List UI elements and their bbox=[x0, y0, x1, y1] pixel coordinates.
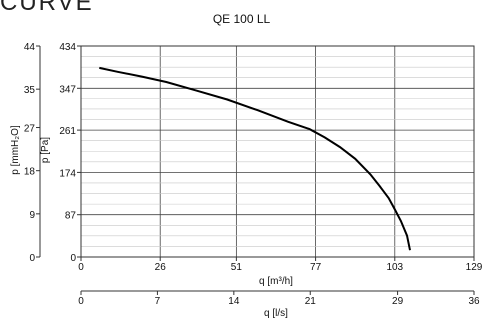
y-tick-label-pa-1: 87 bbox=[65, 211, 77, 222]
y-tick-label-mmh2o-5: 44 bbox=[24, 42, 36, 53]
x-tick-label-ls-5: 36 bbox=[468, 296, 480, 307]
chart-title: QE 100 LL bbox=[212, 12, 271, 26]
x-tick-label-ls-4: 29 bbox=[392, 296, 404, 307]
y-axis-mmh2o: 0 9 18 27 35 44 bbox=[24, 42, 41, 264]
y-tick-label-pa-5: 434 bbox=[59, 42, 76, 53]
y-axis-label-mmh2o: p [mmH₂O] bbox=[10, 125, 21, 175]
x-tick-label-m3h-3: 77 bbox=[310, 262, 322, 273]
x-axis-ls: 0 7 14 21 29 36 bbox=[78, 290, 480, 307]
y-tick-label-mmh2o-3: 27 bbox=[24, 124, 36, 135]
x-tick-label-ls-0: 0 bbox=[78, 296, 84, 307]
y-tick-label-mmh2o-1: 9 bbox=[29, 210, 35, 221]
y-tick-label-pa-2: 174 bbox=[59, 168, 76, 179]
y-tick-label-mmh2o-4: 35 bbox=[24, 85, 36, 96]
x-axis-label-m3h: q [m³/h] bbox=[259, 276, 293, 287]
grid-lines bbox=[80, 45, 475, 258]
pressure-curve-line bbox=[99, 66, 411, 251]
y-axis-pa: 0 87 174 261 347 434 bbox=[59, 42, 82, 264]
x-tick-label-m3h-1: 26 bbox=[155, 262, 167, 273]
x-axis-label-ls: q [l/s] bbox=[264, 308, 288, 319]
y-tick-label-pa-0: 0 bbox=[70, 253, 76, 264]
y-tick-label-mmh2o-2: 18 bbox=[24, 167, 36, 178]
x-tick-label-ls-1: 7 bbox=[155, 296, 161, 307]
x-tick-label-ls-2: 14 bbox=[228, 296, 240, 307]
x-tick-label-ls-3: 21 bbox=[305, 296, 317, 307]
x-tick-label-m3h-0: 0 bbox=[78, 262, 84, 273]
y-axis-label-pa: p [Pa] bbox=[40, 137, 51, 163]
page-heading: CURVE bbox=[0, 0, 94, 16]
x-tick-label-m3h-2: 51 bbox=[231, 262, 243, 273]
x-axis-m3h: 0 26 51 77 103 129 bbox=[78, 257, 483, 273]
y-tick-label-mmh2o-0: 0 bbox=[29, 253, 35, 264]
x-tick-label-m3h-4: 103 bbox=[386, 262, 403, 273]
y-tick-label-pa-4: 347 bbox=[59, 84, 76, 95]
x-tick-label-m3h-5: 129 bbox=[466, 262, 483, 273]
y-tick-label-pa-3: 261 bbox=[59, 126, 76, 137]
